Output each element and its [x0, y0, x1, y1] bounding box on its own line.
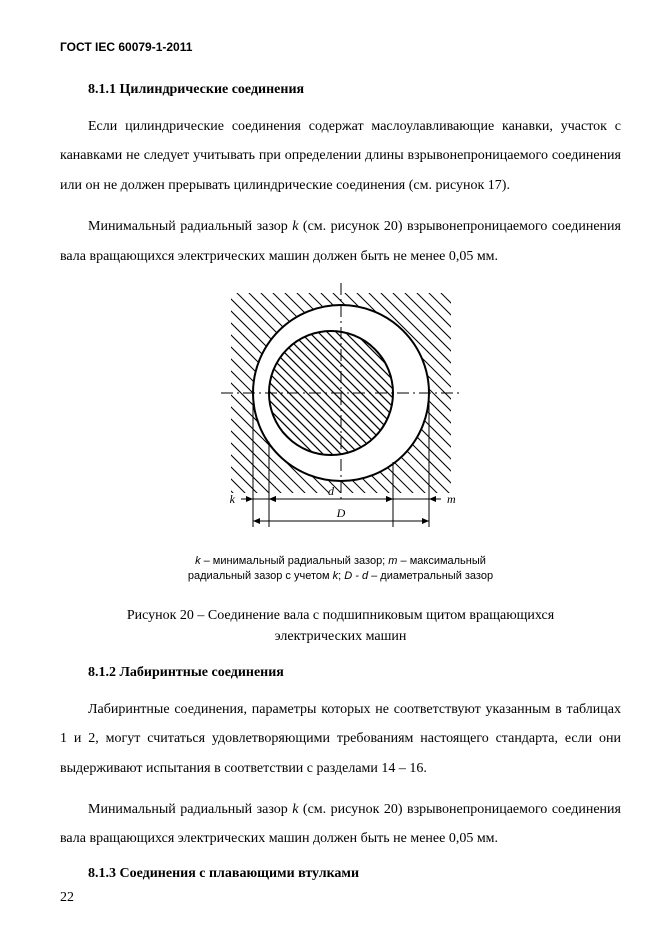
svg-text:k: k	[229, 492, 235, 506]
fig-note-1d: максимальный	[407, 555, 486, 567]
figure-20-caption: Рисунок 20 – Соединение вала с подшипник…	[60, 605, 621, 647]
section-heading-812: 8.1.2 Лабиринтные соединения	[88, 665, 621, 681]
para-812-1: Лабиринтные соединения, параметры которы…	[60, 695, 621, 783]
svg-text:m: m	[447, 492, 456, 506]
figure-20-note: k – минимальный радиальный зазор; m – ма…	[171, 554, 511, 585]
fig-cap-l2: электрических машин	[275, 629, 407, 644]
para-811-2: Минимальный радиальный зазор k (см. рису…	[60, 212, 621, 271]
svg-text:d: d	[328, 484, 335, 498]
section-heading-813: 8.1.3 Соединения с плавающими втулками	[88, 866, 621, 882]
fig-cap-l1: Рисунок 20 – Соединение вала с подшипник…	[127, 608, 554, 623]
para-812-2: Минимальный радиальный зазор k (см. рису…	[60, 795, 621, 854]
fig-note-m: m –	[388, 555, 406, 567]
page-number: 22	[60, 890, 74, 906]
page: ГОСТ IEC 60079-1-2011 8.1.1 Цилиндрическ…	[0, 0, 661, 936]
fig-note-2a: радиальный зазор с учетом	[188, 570, 333, 582]
fig-note-2e: диаметральный зазор	[377, 570, 493, 582]
figure-20: k d m D	[60, 283, 621, 548]
svg-text:D: D	[335, 506, 345, 520]
para-811-1: Если цилиндрические соединения содержат …	[60, 112, 621, 200]
section-heading-811: 8.1.1 Цилиндрические соединения	[88, 82, 621, 98]
para-811-2a: Минимальный радиальный зазор	[88, 219, 292, 234]
para-812-2a: Минимальный радиальный зазор	[88, 802, 292, 817]
fig-note-1b: минимальный радиальный зазор;	[210, 555, 389, 567]
fig-note-2d: D - d –	[344, 570, 377, 582]
fig-note-k: k –	[195, 555, 210, 567]
doc-header: ГОСТ IEC 60079-1-2011	[60, 40, 621, 54]
figure-20-svg: k d m D	[191, 283, 491, 543]
